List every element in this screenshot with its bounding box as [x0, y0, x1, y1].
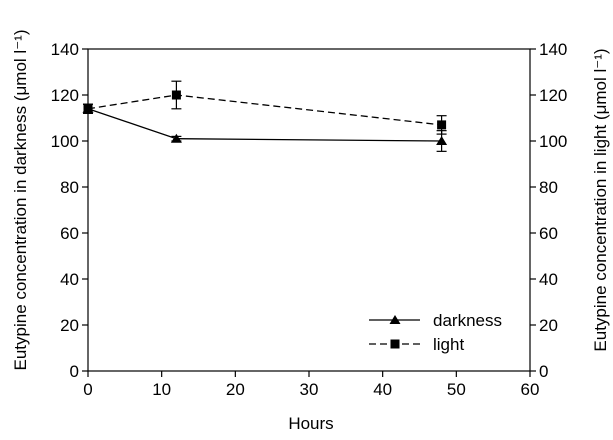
y-tick-label-right: 140	[539, 40, 567, 59]
series-line-darkness	[87, 108, 442, 142]
y-tick-label-right: 80	[539, 178, 558, 197]
y-tick-label-right: 60	[539, 224, 558, 243]
x-tick-label: 30	[300, 380, 319, 399]
y-axis-title-left: Eutypine concentration in darkness (μmol…	[11, 30, 30, 371]
legend-marker-light	[390, 339, 400, 349]
y-tick-label-left: 120	[51, 86, 79, 105]
y-tick-label-left: 60	[60, 224, 79, 243]
y-tick-label-right: 0	[539, 362, 548, 381]
legend-label-light: light	[433, 335, 464, 354]
legend-marker-darkness	[389, 315, 401, 324]
y-tick-label-left: 140	[51, 40, 79, 59]
x-tick-label: 40	[373, 380, 392, 399]
x-tick-label: 20	[226, 380, 245, 399]
series-darkness	[82, 103, 448, 152]
y-tick-label-left: 20	[60, 316, 79, 335]
legend-entry-darkness: darkness	[369, 311, 502, 330]
y-tick-label-right: 40	[539, 270, 558, 289]
data-point-light	[83, 104, 93, 114]
y-tick-label-right: 20	[539, 316, 558, 335]
y-tick-label-right: 100	[539, 132, 567, 151]
data-point-light	[437, 120, 447, 130]
legend-entry-light: light	[369, 335, 464, 354]
series-light	[83, 80, 447, 135]
series-line-light	[87, 94, 442, 126]
x-tick-label: 10	[152, 380, 171, 399]
series	[82, 80, 448, 152]
x-tick-label: 0	[83, 380, 92, 399]
x-tick-label: 50	[447, 380, 466, 399]
y-tick-label-left: 0	[70, 362, 79, 381]
x-tick-label: 60	[521, 380, 540, 399]
legend-label-darkness: darkness	[433, 311, 502, 330]
data-point-darkness	[170, 133, 182, 143]
y-tick-label-left: 100	[51, 132, 79, 151]
data-point-darkness	[436, 136, 448, 145]
y-axis-title-right: Eutypine concentration in light (μmol l⁻…	[591, 48, 610, 351]
y-tick-label-left: 80	[60, 178, 79, 197]
y-tick-label-right: 120	[539, 86, 567, 105]
legend: darkness light	[369, 311, 502, 354]
data-point-light	[171, 90, 181, 100]
x-axis-title: Hours	[288, 414, 333, 433]
y-tick-label-left: 40	[60, 270, 79, 289]
